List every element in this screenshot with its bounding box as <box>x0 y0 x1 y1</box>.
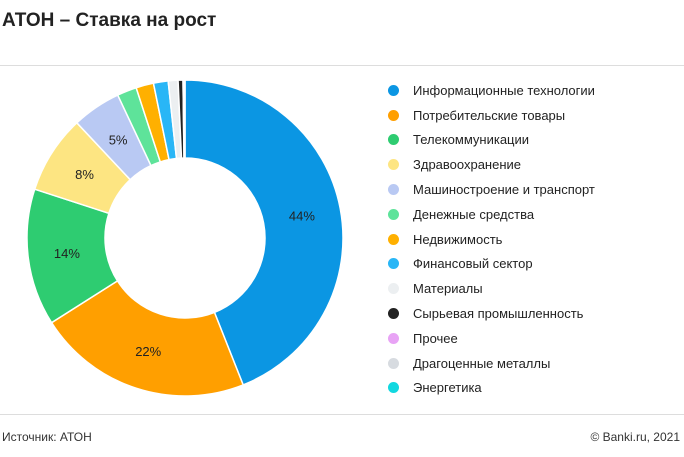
legend-swatch <box>388 84 399 96</box>
legend-swatch <box>388 357 399 369</box>
copyright: © Banki.ru, 2021 <box>590 430 680 444</box>
legend-item: Сырьевая промышленность <box>388 301 595 326</box>
slice-1 <box>50 279 245 397</box>
legend-label: Денежные средства <box>413 206 535 222</box>
legend-item: Машиностроение и транспорт <box>388 177 595 202</box>
legend-label: Финансовый сектор <box>413 256 533 272</box>
legend-item: Потребительские товары <box>388 103 595 128</box>
legend-label: Прочее <box>413 330 458 346</box>
legend-item: Информационные технологии <box>388 78 595 103</box>
legend-item: Телекоммуникации <box>388 128 595 153</box>
source-note: Источник: АТОН <box>2 430 92 444</box>
legend-label: Машиностроение и транспорт <box>413 182 595 198</box>
legend-swatch <box>388 258 399 270</box>
data-label: 44% <box>289 209 315 224</box>
legend-label: Информационные технологии <box>413 82 595 98</box>
divider <box>0 65 684 66</box>
donut-chart: 44% 22% 14% 8% 5% <box>26 79 344 397</box>
legend-swatch <box>388 308 399 320</box>
legend-swatch <box>388 332 399 344</box>
data-label: 22% <box>135 344 161 359</box>
legend-swatch <box>388 109 399 121</box>
legend-swatch <box>388 233 399 245</box>
legend-item: Прочее <box>388 326 595 351</box>
legend-swatch <box>388 283 399 295</box>
legend-item: Материалы <box>388 276 595 301</box>
legend-item: Энергетика <box>388 376 595 401</box>
legend-label: Телекоммуникации <box>413 132 530 148</box>
legend-label: Сырьевая промышленность <box>413 306 584 322</box>
legend-label: Недвижимость <box>413 231 503 247</box>
legend-swatch <box>388 382 399 394</box>
legend-swatch <box>388 208 399 220</box>
chart-title: АТОН – Ставка на рост <box>2 10 217 31</box>
legend: Информационные технологии Потребительские… <box>388 78 595 400</box>
data-label: 5% <box>109 133 128 148</box>
slice-0 <box>184 79 344 386</box>
data-label: 14% <box>54 246 80 261</box>
legend-item: Денежные средства <box>388 202 595 227</box>
legend-swatch <box>388 134 399 146</box>
legend-swatch <box>388 184 399 196</box>
legend-label: Потребительские товары <box>413 107 566 123</box>
legend-item: Финансовый сектор <box>388 252 595 277</box>
data-label: 8% <box>75 167 94 182</box>
legend-item: Недвижимость <box>388 227 595 252</box>
legend-label: Материалы <box>413 281 483 297</box>
legend-label: Драгоценные металлы <box>413 355 551 371</box>
legend-label: Энергетика <box>413 380 482 396</box>
legend-item: Здравоохранение <box>388 152 595 177</box>
legend-item: Драгоценные металлы <box>388 351 595 376</box>
divider <box>0 414 684 415</box>
legend-label: Здравоохранение <box>413 157 522 173</box>
legend-swatch <box>388 159 399 171</box>
